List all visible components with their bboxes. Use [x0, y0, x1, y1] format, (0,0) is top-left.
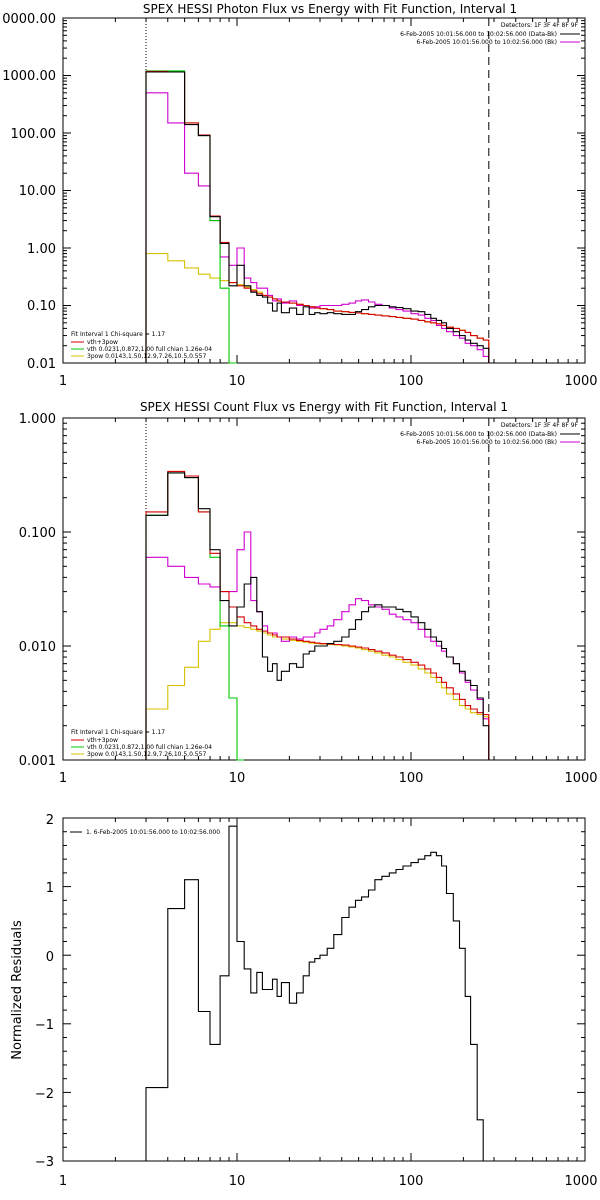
photon-vertical-markers	[145, 18, 490, 363]
photon-detectors-label: Detectors: 1F 3F 4F 8F 9F	[501, 22, 579, 29]
photon-xtick-label: 1000	[564, 374, 597, 389]
photon-ytick-label: 1000.00	[2, 69, 56, 84]
residuals-ytick-label: 0	[46, 950, 54, 965]
photon-data-legend-label: 6-Feb-2005 10:01:56.000 to 10:02:56.000 …	[400, 31, 557, 38]
photon-ytick-label: 0.01	[27, 357, 56, 372]
series-line-data-bk	[145, 71, 490, 363]
series-line-vth	[145, 70, 237, 364]
residuals-ytick-label: −1	[35, 1018, 54, 1033]
photon-ytick-label: 0000.00	[2, 12, 56, 27]
series-line-vth-3pow	[145, 70, 490, 363]
count-flux-panel: SPEX HESSI Count Flux vs Energy with Fit…	[19, 400, 598, 786]
residuals-series-group	[145, 825, 489, 1162]
count-legend-item-pow: 3pow 0.0143,1.50,12.9,7.26,10.5,0.557	[87, 751, 206, 758]
count-legend-bottomleft: Fit Interval 1 Chi-square = 1.17 vth+3po…	[71, 729, 212, 758]
photon-ytick-label: 0.10	[27, 299, 56, 314]
residuals-ytick-label: −3	[35, 1155, 54, 1170]
series-line-bk	[145, 531, 490, 760]
photon-legend-topright: Detectors: 1F 3F 4F 8F 9F 6-Feb-2005 10:…	[400, 22, 580, 46]
residuals-legend: 1. 6-Feb-2005 10:01:56.000 to 10:02:56.0…	[70, 829, 220, 836]
photon-fit-header: Fit Interval 1 Chi-square = 1.17	[71, 331, 165, 338]
count-data-legend-label: 6-Feb-2005 10:01:56.000 to 10:02:56.000 …	[400, 431, 557, 438]
count-ytick-label: 0.100	[19, 526, 56, 541]
count-xtick-label: 10	[229, 771, 246, 786]
photon-xtick-label: 10	[229, 374, 246, 389]
residuals-plot-frame	[62, 817, 586, 1162]
photon-ytick-label: 1.00	[27, 242, 56, 257]
photon-ytick-label: 10.00	[19, 184, 56, 199]
count-xtick-label: 100	[399, 771, 424, 786]
photon-bk-legend-label: 6-Feb-2005 10:01:56.000 to 10:02:56.000 …	[416, 39, 557, 46]
photon-legend-item-model: vth+3pow	[87, 339, 118, 346]
residuals-xtick-label: 10	[229, 1174, 246, 1189]
series-line-1-6-feb-2005-10-01-56-000-to-10-02-56-000	[145, 825, 489, 1162]
residuals-xtick-label: 1000	[564, 1174, 597, 1189]
photon-ytick-label: 100.00	[11, 127, 57, 142]
count-plot-frame	[62, 417, 586, 761]
photon-panel-title: SPEX HESSI Photon Flux vs Energy with Fi…	[143, 2, 517, 16]
photon-plot-frame	[62, 17, 586, 364]
count-axis-ticks	[62, 418, 585, 761]
count-bk-legend-label: 6-Feb-2005 10:01:56.000 to 10:02:56.000 …	[416, 439, 557, 446]
series-line-vth-3pow	[145, 470, 490, 760]
photon-xtick-label: 100	[399, 374, 424, 389]
count-xtick-label: 1000	[564, 771, 597, 786]
residuals-xtick-label: 100	[399, 1174, 424, 1189]
photon-legend-bottomleft: Fit Interval 1 Chi-square = 1.17 vth+3po…	[71, 331, 212, 360]
photon-series-group	[145, 70, 490, 364]
count-vertical-markers	[145, 418, 490, 760]
residuals-ytick-label: 2	[46, 813, 54, 828]
count-ytick-label: 0.001	[19, 754, 56, 769]
residuals-ylabel: Normalized Residuals	[10, 920, 25, 1060]
series-line-bk	[145, 92, 490, 363]
residuals-xtick-label: 1	[59, 1174, 67, 1189]
count-ytick-label: 0.010	[19, 640, 56, 655]
count-legend-item-model: vth+3pow	[87, 737, 118, 744]
residuals-ytick-label: 1	[46, 881, 54, 896]
residuals-legend-item: 1. 6-Feb-2005 10:01:56.000 to 10:02:56.0…	[86, 829, 220, 836]
count-fit-header: Fit Interval 1 Chi-square = 1.17	[71, 729, 165, 736]
photon-legend-item-pow: 3pow 0.0143,1.50,12.9,7.26,10.5,0.557	[87, 353, 206, 360]
series-line-data-bk	[145, 472, 490, 760]
residuals-ytick-label: −2	[35, 1087, 54, 1102]
photon-legend-item-vth: vth 0.0231,0.872,1.00 full chian 1.26e-0…	[87, 346, 212, 353]
count-xtick-label: 1	[59, 771, 67, 786]
residuals-panel: Normalized Residuals 2 1 0 −1 −2 −3 1 10…	[10, 813, 598, 1189]
count-legend-topright: Detectors: 1F 3F 4F 8F 9F 6-Feb-2005 10:…	[400, 422, 580, 446]
count-series-group	[145, 470, 490, 761]
photon-xtick-label: 1	[59, 374, 67, 389]
count-ytick-label: 1.000	[19, 412, 56, 427]
residuals-axis-ticks	[62, 817, 585, 1162]
count-panel-title: SPEX HESSI Count Flux vs Energy with Fit…	[140, 400, 508, 414]
count-detectors-label: Detectors: 1F 3F 4F 8F 9F	[501, 422, 579, 429]
photon-axis-ticks	[62, 18, 585, 364]
photon-flux-panel: SPEX HESSI Photon Flux vs Energy with Fi…	[2, 2, 597, 389]
count-legend-item-vth: vth 0.0231,0.872,1.00 full chian 1.26e-0…	[87, 744, 212, 751]
